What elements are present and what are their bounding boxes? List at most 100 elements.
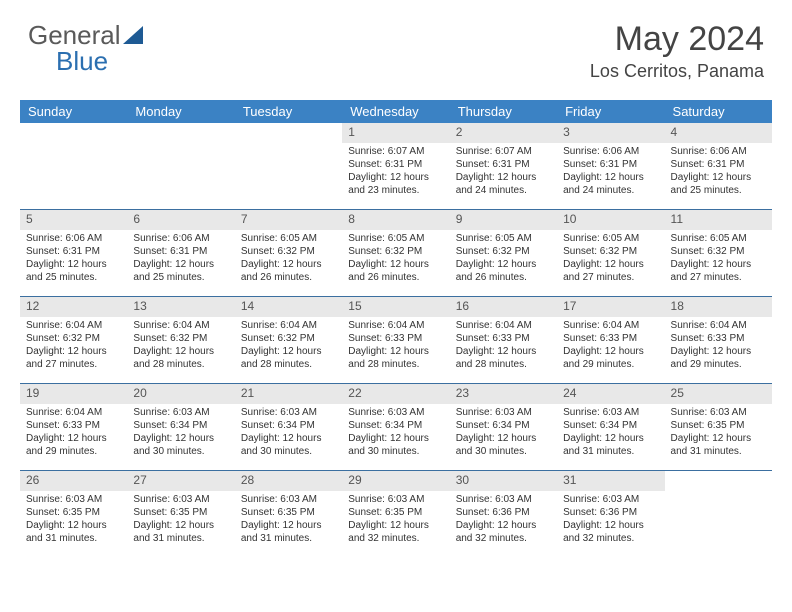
day-details: Sunrise: 6:05 AMSunset: 6:32 PMDaylight:… <box>235 230 342 288</box>
day-details: Sunrise: 6:05 AMSunset: 6:32 PMDaylight:… <box>450 230 557 288</box>
week-row: 5Sunrise: 6:06 AMSunset: 6:31 PMDaylight… <box>20 210 772 296</box>
day-cell: 10Sunrise: 6:05 AMSunset: 6:32 PMDayligh… <box>557 210 664 296</box>
day-cell: 5Sunrise: 6:06 AMSunset: 6:31 PMDaylight… <box>20 210 127 296</box>
day-details: Sunrise: 6:06 AMSunset: 6:31 PMDaylight:… <box>20 230 127 288</box>
day-number: 8 <box>342 210 449 230</box>
day-cell: 7Sunrise: 6:05 AMSunset: 6:32 PMDaylight… <box>235 210 342 296</box>
day-details: Sunrise: 6:03 AMSunset: 6:34 PMDaylight:… <box>450 404 557 462</box>
day-details: Sunrise: 6:03 AMSunset: 6:36 PMDaylight:… <box>450 491 557 549</box>
day-number: 17 <box>557 297 664 317</box>
day-details: Sunrise: 6:03 AMSunset: 6:35 PMDaylight:… <box>20 491 127 549</box>
day-number: 20 <box>127 384 234 404</box>
day-cell: 13Sunrise: 6:04 AMSunset: 6:32 PMDayligh… <box>127 297 234 383</box>
day-number: 9 <box>450 210 557 230</box>
day-details: Sunrise: 6:03 AMSunset: 6:34 PMDaylight:… <box>127 404 234 462</box>
day-number: 29 <box>342 471 449 491</box>
day-cell: 17Sunrise: 6:04 AMSunset: 6:33 PMDayligh… <box>557 297 664 383</box>
day-cell: 16Sunrise: 6:04 AMSunset: 6:33 PMDayligh… <box>450 297 557 383</box>
month-title: May 2024 <box>590 20 764 59</box>
day-details: Sunrise: 6:03 AMSunset: 6:35 PMDaylight:… <box>342 491 449 549</box>
day-cell: 28Sunrise: 6:03 AMSunset: 6:35 PMDayligh… <box>235 471 342 557</box>
weekday-header-cell: Friday <box>557 100 664 123</box>
day-number: 15 <box>342 297 449 317</box>
day-cell: 30Sunrise: 6:03 AMSunset: 6:36 PMDayligh… <box>450 471 557 557</box>
day-cell: 11Sunrise: 6:05 AMSunset: 6:32 PMDayligh… <box>665 210 772 296</box>
day-details: Sunrise: 6:04 AMSunset: 6:33 PMDaylight:… <box>20 404 127 462</box>
weekday-header-cell: Saturday <box>665 100 772 123</box>
day-number: 28 <box>235 471 342 491</box>
day-details: Sunrise: 6:04 AMSunset: 6:33 PMDaylight:… <box>665 317 772 375</box>
day-number: 27 <box>127 471 234 491</box>
day-details: Sunrise: 6:04 AMSunset: 6:33 PMDaylight:… <box>342 317 449 375</box>
day-cell: 26Sunrise: 6:03 AMSunset: 6:35 PMDayligh… <box>20 471 127 557</box>
day-details: Sunrise: 6:05 AMSunset: 6:32 PMDaylight:… <box>665 230 772 288</box>
day-cell: 3Sunrise: 6:06 AMSunset: 6:31 PMDaylight… <box>557 123 664 209</box>
day-number: 7 <box>235 210 342 230</box>
day-details: Sunrise: 6:03 AMSunset: 6:35 PMDaylight:… <box>235 491 342 549</box>
day-number: 5 <box>20 210 127 230</box>
day-details: Sunrise: 6:04 AMSunset: 6:33 PMDaylight:… <box>450 317 557 375</box>
day-cell <box>127 123 234 209</box>
day-number: 24 <box>557 384 664 404</box>
day-details: Sunrise: 6:06 AMSunset: 6:31 PMDaylight:… <box>557 143 664 201</box>
week-row: 26Sunrise: 6:03 AMSunset: 6:35 PMDayligh… <box>20 471 772 557</box>
day-number: 3 <box>557 123 664 143</box>
day-details: Sunrise: 6:03 AMSunset: 6:35 PMDaylight:… <box>127 491 234 549</box>
day-number: 21 <box>235 384 342 404</box>
day-number: 11 <box>665 210 772 230</box>
day-cell: 18Sunrise: 6:04 AMSunset: 6:33 PMDayligh… <box>665 297 772 383</box>
logo-triangle-icon <box>123 20 143 51</box>
day-number: 14 <box>235 297 342 317</box>
day-cell: 2Sunrise: 6:07 AMSunset: 6:31 PMDaylight… <box>450 123 557 209</box>
title-block: May 2024 Los Cerritos, Panama <box>590 20 764 82</box>
weekday-header-cell: Thursday <box>450 100 557 123</box>
day-number: 13 <box>127 297 234 317</box>
day-cell: 15Sunrise: 6:04 AMSunset: 6:33 PMDayligh… <box>342 297 449 383</box>
day-number: 31 <box>557 471 664 491</box>
day-number: 10 <box>557 210 664 230</box>
day-details: Sunrise: 6:03 AMSunset: 6:34 PMDaylight:… <box>557 404 664 462</box>
day-cell: 27Sunrise: 6:03 AMSunset: 6:35 PMDayligh… <box>127 471 234 557</box>
day-number: 22 <box>342 384 449 404</box>
day-number: 6 <box>127 210 234 230</box>
day-cell <box>20 123 127 209</box>
day-cell: 21Sunrise: 6:03 AMSunset: 6:34 PMDayligh… <box>235 384 342 470</box>
day-cell: 4Sunrise: 6:06 AMSunset: 6:31 PMDaylight… <box>665 123 772 209</box>
day-cell <box>235 123 342 209</box>
day-details: Sunrise: 6:04 AMSunset: 6:32 PMDaylight:… <box>20 317 127 375</box>
day-cell: 9Sunrise: 6:05 AMSunset: 6:32 PMDaylight… <box>450 210 557 296</box>
calendar: SundayMondayTuesdayWednesdayThursdayFrid… <box>20 100 772 557</box>
day-details: Sunrise: 6:03 AMSunset: 6:34 PMDaylight:… <box>235 404 342 462</box>
day-number: 23 <box>450 384 557 404</box>
location: Los Cerritos, Panama <box>590 61 764 82</box>
day-details: Sunrise: 6:03 AMSunset: 6:36 PMDaylight:… <box>557 491 664 549</box>
week-row: 1Sunrise: 6:07 AMSunset: 6:31 PMDaylight… <box>20 123 772 209</box>
day-cell: 23Sunrise: 6:03 AMSunset: 6:34 PMDayligh… <box>450 384 557 470</box>
day-cell: 25Sunrise: 6:03 AMSunset: 6:35 PMDayligh… <box>665 384 772 470</box>
day-number: 30 <box>450 471 557 491</box>
day-details: Sunrise: 6:04 AMSunset: 6:33 PMDaylight:… <box>557 317 664 375</box>
day-details: Sunrise: 6:07 AMSunset: 6:31 PMDaylight:… <box>342 143 449 201</box>
day-cell <box>665 471 772 557</box>
day-cell: 6Sunrise: 6:06 AMSunset: 6:31 PMDaylight… <box>127 210 234 296</box>
day-details: Sunrise: 6:05 AMSunset: 6:32 PMDaylight:… <box>342 230 449 288</box>
day-cell: 20Sunrise: 6:03 AMSunset: 6:34 PMDayligh… <box>127 384 234 470</box>
weekday-header-cell: Wednesday <box>342 100 449 123</box>
day-details: Sunrise: 6:06 AMSunset: 6:31 PMDaylight:… <box>127 230 234 288</box>
day-cell: 1Sunrise: 6:07 AMSunset: 6:31 PMDaylight… <box>342 123 449 209</box>
weekday-header-cell: Monday <box>127 100 234 123</box>
day-details: Sunrise: 6:06 AMSunset: 6:31 PMDaylight:… <box>665 143 772 201</box>
day-details: Sunrise: 6:03 AMSunset: 6:34 PMDaylight:… <box>342 404 449 462</box>
day-cell: 22Sunrise: 6:03 AMSunset: 6:34 PMDayligh… <box>342 384 449 470</box>
day-number: 4 <box>665 123 772 143</box>
day-number: 18 <box>665 297 772 317</box>
weekday-header-cell: Sunday <box>20 100 127 123</box>
day-details: Sunrise: 6:07 AMSunset: 6:31 PMDaylight:… <box>450 143 557 201</box>
day-details: Sunrise: 6:05 AMSunset: 6:32 PMDaylight:… <box>557 230 664 288</box>
calendar-body: 1Sunrise: 6:07 AMSunset: 6:31 PMDaylight… <box>20 123 772 557</box>
day-cell: 29Sunrise: 6:03 AMSunset: 6:35 PMDayligh… <box>342 471 449 557</box>
day-number: 26 <box>20 471 127 491</box>
day-cell: 12Sunrise: 6:04 AMSunset: 6:32 PMDayligh… <box>20 297 127 383</box>
day-cell: 19Sunrise: 6:04 AMSunset: 6:33 PMDayligh… <box>20 384 127 470</box>
day-cell: 14Sunrise: 6:04 AMSunset: 6:32 PMDayligh… <box>235 297 342 383</box>
